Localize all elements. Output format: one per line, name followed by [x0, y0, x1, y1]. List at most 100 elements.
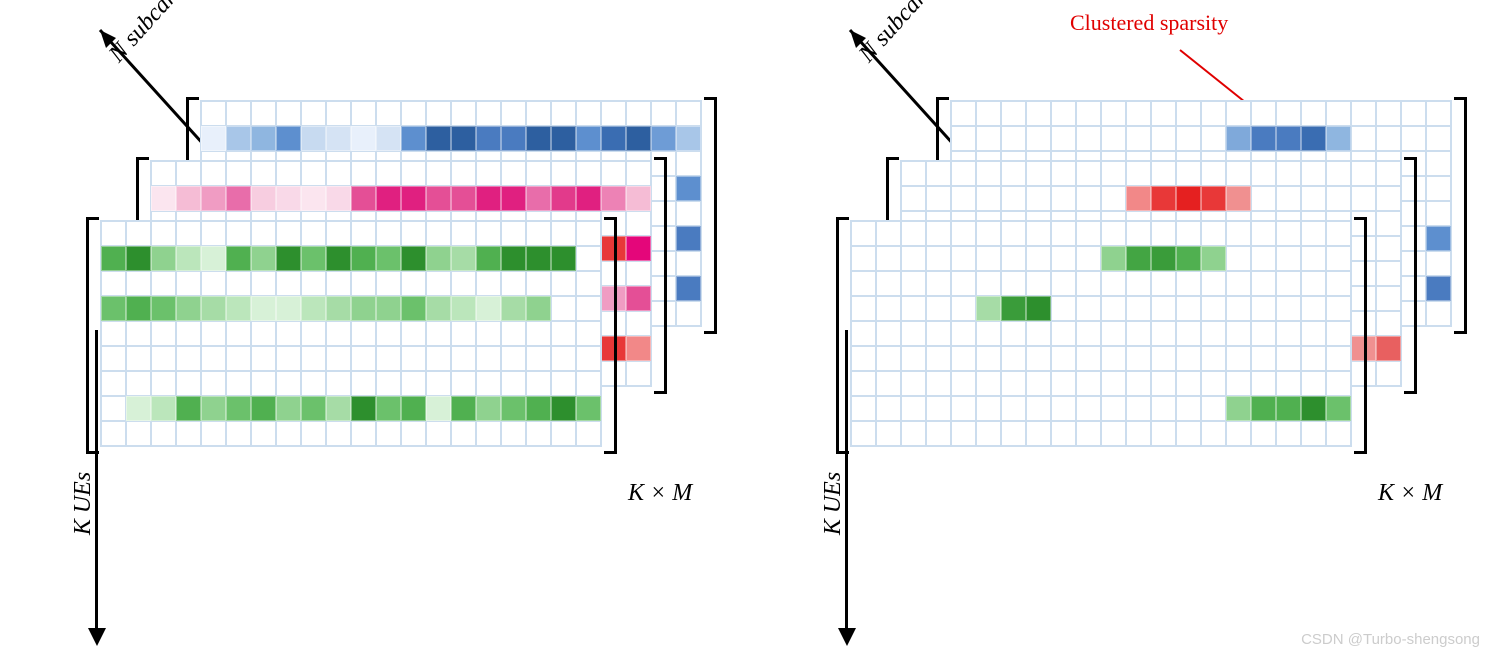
cell [1126, 421, 1151, 446]
cell [476, 186, 501, 211]
cell [1351, 161, 1376, 186]
cell [226, 126, 251, 151]
cell [1001, 396, 1026, 421]
cell [201, 221, 226, 246]
cell [476, 246, 501, 271]
cell [1026, 101, 1051, 126]
cell [501, 296, 526, 321]
cell [926, 371, 951, 396]
cell [976, 101, 1001, 126]
cell [326, 346, 351, 371]
cell [301, 296, 326, 321]
cell [926, 221, 951, 246]
cell [901, 346, 926, 371]
cell [1076, 221, 1101, 246]
cell [1201, 186, 1226, 211]
cell [1176, 221, 1201, 246]
cell [1301, 101, 1326, 126]
cell [201, 271, 226, 296]
cell [501, 186, 526, 211]
cell [951, 246, 976, 271]
cell [576, 371, 601, 396]
cell [251, 396, 276, 421]
cell [301, 186, 326, 211]
cell [901, 221, 926, 246]
cell [426, 126, 451, 151]
cell [451, 221, 476, 246]
bracket-right [604, 217, 617, 454]
cell [626, 361, 651, 386]
cell [1326, 396, 1351, 421]
cell [376, 271, 401, 296]
cell [276, 221, 301, 246]
cell [301, 126, 326, 151]
cell [876, 421, 901, 446]
cell [1326, 221, 1351, 246]
cell [326, 161, 351, 186]
cell [501, 421, 526, 446]
cell [501, 346, 526, 371]
cell [451, 101, 476, 126]
cell [951, 421, 976, 446]
cell [1276, 271, 1301, 296]
cell [176, 246, 201, 271]
cell [1126, 126, 1151, 151]
matrix [850, 220, 1352, 447]
cell [526, 186, 551, 211]
cell [251, 271, 276, 296]
cell [401, 126, 426, 151]
cell [651, 101, 676, 126]
cell [326, 221, 351, 246]
cell [476, 321, 501, 346]
cell [151, 246, 176, 271]
cell [1376, 161, 1401, 186]
cell [576, 101, 601, 126]
cell [126, 246, 151, 271]
cell [176, 186, 201, 211]
cell [1251, 371, 1276, 396]
cell [1226, 246, 1251, 271]
cell [951, 101, 976, 126]
cell [876, 271, 901, 296]
cell [476, 271, 501, 296]
cell [1026, 161, 1051, 186]
cell [201, 161, 226, 186]
cell [426, 221, 451, 246]
cell [426, 371, 451, 396]
cell [301, 101, 326, 126]
cell [376, 321, 401, 346]
cell [1151, 126, 1176, 151]
cell [1176, 371, 1201, 396]
cell [626, 236, 651, 261]
cell [376, 421, 401, 446]
cell [1151, 246, 1176, 271]
cell [1376, 101, 1401, 126]
cell [251, 321, 276, 346]
cell [1001, 321, 1026, 346]
cell [1001, 186, 1026, 211]
cell [676, 151, 701, 176]
cell [576, 396, 601, 421]
cell [451, 296, 476, 321]
bracket-right [1354, 217, 1367, 454]
cell [951, 161, 976, 186]
bracket-left [86, 217, 99, 454]
cell [951, 186, 976, 211]
cell [1151, 186, 1176, 211]
cell [601, 126, 626, 151]
cell [276, 396, 301, 421]
cell [401, 396, 426, 421]
cell [201, 321, 226, 346]
cell [951, 371, 976, 396]
cell [626, 186, 651, 211]
cell [276, 161, 301, 186]
cell [401, 221, 426, 246]
cell [151, 421, 176, 446]
cell [976, 296, 1001, 321]
cell [1376, 126, 1401, 151]
cell [351, 161, 376, 186]
cell [1026, 346, 1051, 371]
cell [1326, 161, 1351, 186]
cell [451, 186, 476, 211]
cell [576, 246, 601, 271]
